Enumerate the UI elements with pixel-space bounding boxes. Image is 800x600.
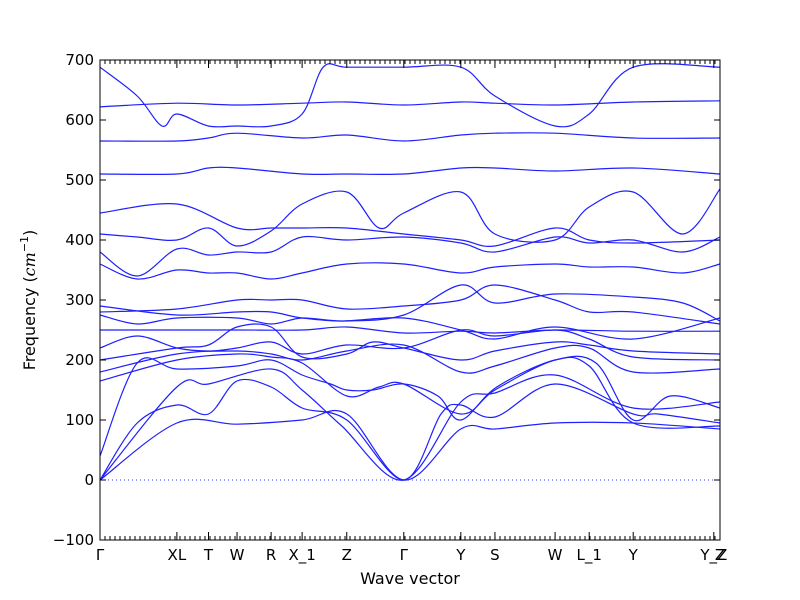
y-tick-labels: −100 0 100 200 300 400 500 600 700: [53, 51, 94, 549]
y-tick-label: 600: [65, 111, 94, 129]
x-tick-label-11: W: [548, 546, 563, 564]
x-tick-label-2: XL: [168, 546, 187, 564]
x-tick-label-14: Y_Z: [699, 546, 727, 565]
band-line-17: [99, 166, 721, 176]
band-line-16: [99, 203, 721, 247]
band-line-4: [99, 355, 721, 457]
band-line-13: [99, 262, 721, 280]
band-line-18: [99, 132, 721, 142]
axis-ticks: [99, 59, 721, 541]
y-tick-label: 500: [65, 171, 94, 189]
band-line-14: [99, 235, 721, 277]
band-line-12: [99, 284, 721, 325]
band-line-11: [99, 284, 721, 322]
band-line-1: [99, 409, 721, 481]
x-tick-label-4: W: [230, 546, 245, 564]
x-tick-label-9: Y: [455, 546, 466, 564]
band-line-10: [99, 314, 721, 340]
y-axis-title-math: cm: [20, 252, 39, 276]
x-tick-label-10: S: [490, 546, 500, 564]
x-tick-label-13: Y: [628, 546, 639, 564]
band-line-2: [99, 378, 721, 481]
band-line-19: [99, 100, 721, 108]
x-tick-label-6: X_1: [288, 546, 315, 565]
x-tick-label-12: L_1: [576, 546, 601, 565]
band-line-8: [99, 329, 721, 361]
band-line-7: [99, 323, 721, 361]
x-tick-labels: Γ XL T W R X_1 Z Γ Y S W L_1 Y Y_ZZ: [96, 546, 727, 565]
band-line-15: [99, 188, 721, 247]
x-tick-label-7: Z: [342, 546, 352, 564]
y-tick-label: 200: [65, 351, 94, 369]
y-tick-label: 100: [65, 411, 94, 429]
y-axis-title: Frequency (cm−1): [18, 230, 39, 371]
y-tick-label: 300: [65, 291, 94, 309]
x-tick-label-15: Z: [715, 546, 725, 564]
band-line-20: [99, 63, 721, 128]
x-tick-label-8: Γ: [400, 546, 409, 564]
band-line-5: [99, 353, 721, 429]
y-axis-title-close: ): [20, 230, 39, 236]
y-axis-title-sup: −1: [18, 236, 31, 252]
y-tick-label: 400: [65, 231, 94, 249]
y-axis-title-text: Frequency (: [20, 276, 39, 370]
x-tick-label-3: T: [203, 546, 214, 564]
x-tick-label-1: Γ: [96, 546, 105, 564]
y-tick-label: 0: [84, 471, 94, 489]
x-axis-title: Wave vector: [360, 569, 460, 588]
phonon-bands: [99, 63, 721, 481]
y-tick-label: −100: [53, 531, 94, 549]
plot-frame: [99, 59, 721, 541]
band-line-3: [99, 368, 721, 481]
band-line-6: [99, 343, 721, 374]
x-tick-label-5: R: [266, 546, 276, 564]
y-tick-label: 700: [65, 51, 94, 69]
band-line-9: [100, 326, 721, 334]
